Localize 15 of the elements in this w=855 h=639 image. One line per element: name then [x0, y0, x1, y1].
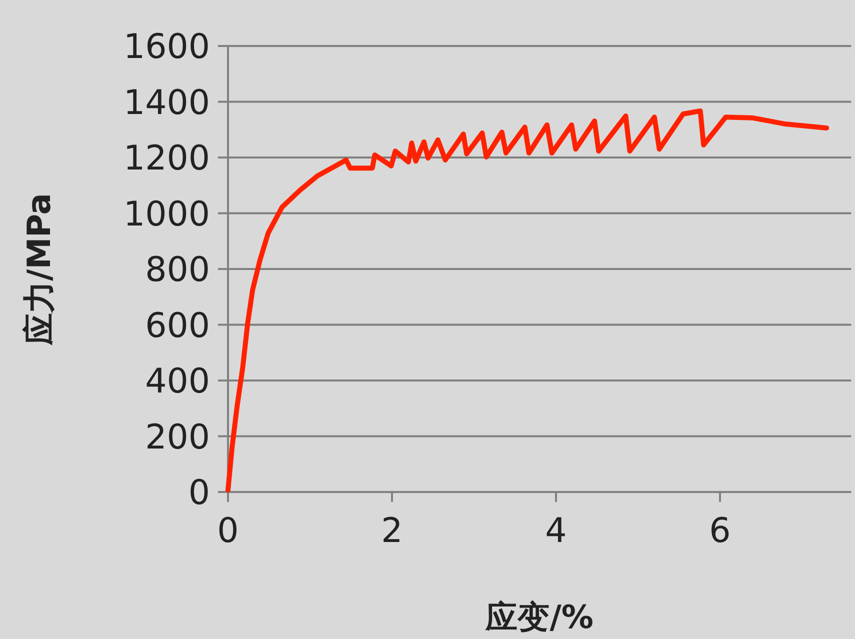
y-tick-label: 1200: [123, 138, 210, 178]
y-tick-label: 600: [145, 306, 210, 346]
y-tick-label: 200: [145, 417, 210, 458]
x-tick-label: 0: [217, 511, 239, 551]
y-tick-label: 1000: [123, 194, 210, 234]
y-tick-label: 1400: [123, 82, 210, 123]
y-tick-label: 1600: [123, 27, 210, 67]
x-tick-label: 6: [709, 511, 731, 551]
x-axis-title: 应变/%: [484, 598, 594, 636]
y-tick-label: 0: [188, 473, 210, 513]
x-tick-label: 2: [381, 511, 403, 551]
y-tick-label: 800: [145, 250, 210, 290]
y-tick-label: 400: [145, 362, 210, 402]
y-axis-title: 应力/MPa: [20, 193, 58, 346]
x-tick-label: 4: [545, 511, 567, 551]
